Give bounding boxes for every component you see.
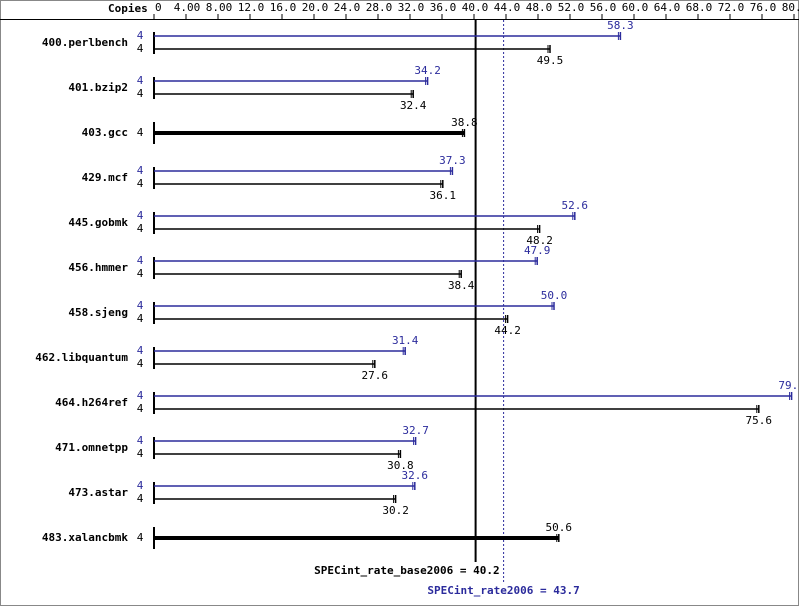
x-tick-label: 24.0 xyxy=(334,1,361,14)
copies-label: 4 xyxy=(137,492,144,505)
copies-label: 4 xyxy=(137,126,144,139)
copies-label: 4 xyxy=(137,357,144,370)
x-tick-label: 68.0 xyxy=(686,1,713,14)
x-tick-label: 52.0 xyxy=(558,1,585,14)
category-label: 483.xalancbmk xyxy=(42,531,128,544)
category-label: 401.bzip2 xyxy=(68,81,128,94)
category-label: 471.omnetpp xyxy=(55,441,128,454)
x-tick-label: 28.0 xyxy=(366,1,393,14)
copies-label: 4 xyxy=(137,87,144,100)
x-tick-label: 0 xyxy=(155,1,162,14)
copies-label: 4 xyxy=(137,389,144,402)
x-tick-label: 76.0 xyxy=(750,1,777,14)
value-label: 37.3 xyxy=(439,154,466,167)
copies-label: 4 xyxy=(137,344,144,357)
copies-label: 4 xyxy=(137,531,144,544)
copies-label: 4 xyxy=(137,29,144,42)
copies-label: 4 xyxy=(137,177,144,190)
x-tick-label: 64.0 xyxy=(654,1,681,14)
copies-label: 4 xyxy=(137,209,144,222)
axis-label: Copies xyxy=(108,2,148,15)
x-tick-label: 72.0 xyxy=(718,1,745,14)
copies-label: 4 xyxy=(137,222,144,235)
x-tick-label: 60.0 xyxy=(622,1,649,14)
category-label: 445.gobmk xyxy=(68,216,128,229)
copies-label: 4 xyxy=(137,74,144,87)
copies-label: 4 xyxy=(137,447,144,460)
copies-label: 4 xyxy=(137,299,144,312)
copies-label: 4 xyxy=(137,402,144,415)
value-label: 50.6 xyxy=(546,521,573,534)
x-tick-label: 48.0 xyxy=(526,1,553,14)
category-label: 473.astar xyxy=(68,486,128,499)
copies-label: 4 xyxy=(137,479,144,492)
x-tick-label: 16.0 xyxy=(270,1,297,14)
category-label: 462.libquantum xyxy=(35,351,128,364)
value-label: 52.6 xyxy=(562,199,589,212)
category-label: 458.sjeng xyxy=(68,306,128,319)
category-label: 403.gcc xyxy=(82,126,128,139)
value-label: 44.2 xyxy=(494,324,521,337)
x-tick-label: 80.0 xyxy=(782,1,799,14)
value-label: 58.3 xyxy=(607,19,634,32)
value-label: 75.6 xyxy=(746,414,773,427)
copies-label: 4 xyxy=(137,254,144,267)
value-label: 34.2 xyxy=(414,64,441,77)
value-label: 49.5 xyxy=(537,54,564,67)
x-tick-label: 40.0 xyxy=(462,1,489,14)
reference-label: SPECint_rate2006 = 43.7 xyxy=(427,584,579,597)
category-label: 429.mcf xyxy=(82,171,128,184)
x-tick-label: 20.0 xyxy=(302,1,329,14)
value-label: 79.7 xyxy=(778,379,799,392)
category-label: 400.perlbench xyxy=(42,36,128,49)
category-label: 464.h264ref xyxy=(55,396,128,409)
x-tick-label: 32.0 xyxy=(398,1,425,14)
x-tick-label: 8.00 xyxy=(206,1,233,14)
copies-label: 4 xyxy=(137,267,144,280)
value-label: 30.8 xyxy=(387,459,414,472)
value-label: 47.9 xyxy=(524,244,551,257)
value-label: 36.1 xyxy=(430,189,457,202)
value-label: 32.7 xyxy=(402,424,429,437)
category-label: 456.hmmer xyxy=(68,261,128,274)
copies-label: 4 xyxy=(137,164,144,177)
x-tick-label: 36.0 xyxy=(430,1,457,14)
value-label: 31.4 xyxy=(392,334,419,347)
value-label: 27.6 xyxy=(362,369,389,382)
copies-label: 4 xyxy=(137,434,144,447)
copies-label: 4 xyxy=(137,312,144,325)
value-label: 38.4 xyxy=(448,279,475,292)
copies-label: 4 xyxy=(137,42,144,55)
x-tick-label: 4.00 xyxy=(174,1,201,14)
value-label: 30.2 xyxy=(382,504,409,517)
value-label: 48.2 xyxy=(526,234,553,247)
value-label: 32.4 xyxy=(400,99,427,112)
x-tick-label: 56.0 xyxy=(590,1,617,14)
value-label: 32.6 xyxy=(402,469,429,482)
x-tick-label: 44.0 xyxy=(494,1,521,14)
reference-label: SPECint_rate_base2006 = 40.2 xyxy=(314,564,499,577)
x-tick-label: 12.0 xyxy=(238,1,265,14)
value-label: 38.8 xyxy=(451,116,478,129)
value-label: 50.0 xyxy=(541,289,568,302)
